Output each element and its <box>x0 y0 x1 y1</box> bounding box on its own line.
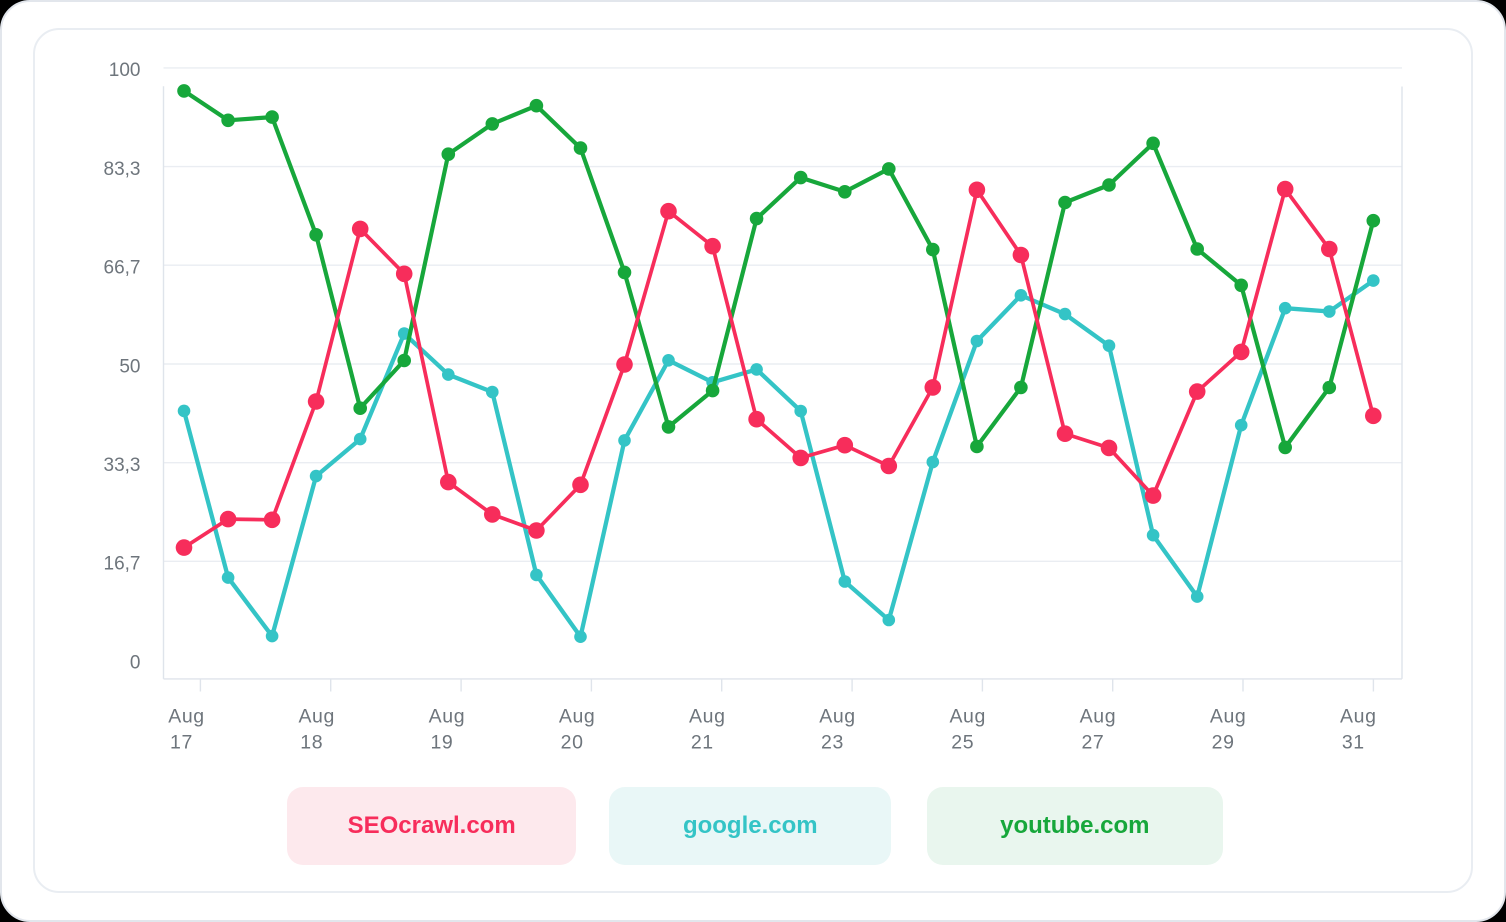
svg-text:21: 21 <box>691 732 714 754</box>
svg-text:16,7: 16,7 <box>104 554 141 575</box>
svg-text:0: 0 <box>130 652 141 673</box>
svg-text:18: 18 <box>300 732 323 754</box>
svg-text:17: 17 <box>170 732 193 754</box>
svg-text:19: 19 <box>430 732 453 754</box>
svg-text:Aug: Aug <box>429 706 466 728</box>
svg-text:Aug: Aug <box>298 706 335 728</box>
svg-text:Aug: Aug <box>949 706 986 728</box>
svg-text:Aug: Aug <box>168 706 205 728</box>
svg-text:33,3: 33,3 <box>104 455 141 476</box>
svg-text:Aug: Aug <box>689 706 726 728</box>
svg-text:Aug: Aug <box>1340 706 1377 728</box>
svg-text:27: 27 <box>1081 732 1104 754</box>
svg-text:29: 29 <box>1212 732 1235 754</box>
svg-text:Aug: Aug <box>1080 706 1117 728</box>
svg-text:31: 31 <box>1342 732 1365 754</box>
svg-text:100: 100 <box>109 60 141 81</box>
svg-text:25: 25 <box>951 732 974 754</box>
svg-text:66,7: 66,7 <box>104 258 141 279</box>
svg-text:Aug: Aug <box>559 706 596 728</box>
svg-text:23: 23 <box>821 732 844 754</box>
svg-text:Aug: Aug <box>819 706 856 728</box>
svg-text:20: 20 <box>561 732 584 754</box>
svg-text:Aug: Aug <box>1210 706 1247 728</box>
svg-text:83,3: 83,3 <box>104 159 141 180</box>
svg-text:50: 50 <box>119 356 140 377</box>
